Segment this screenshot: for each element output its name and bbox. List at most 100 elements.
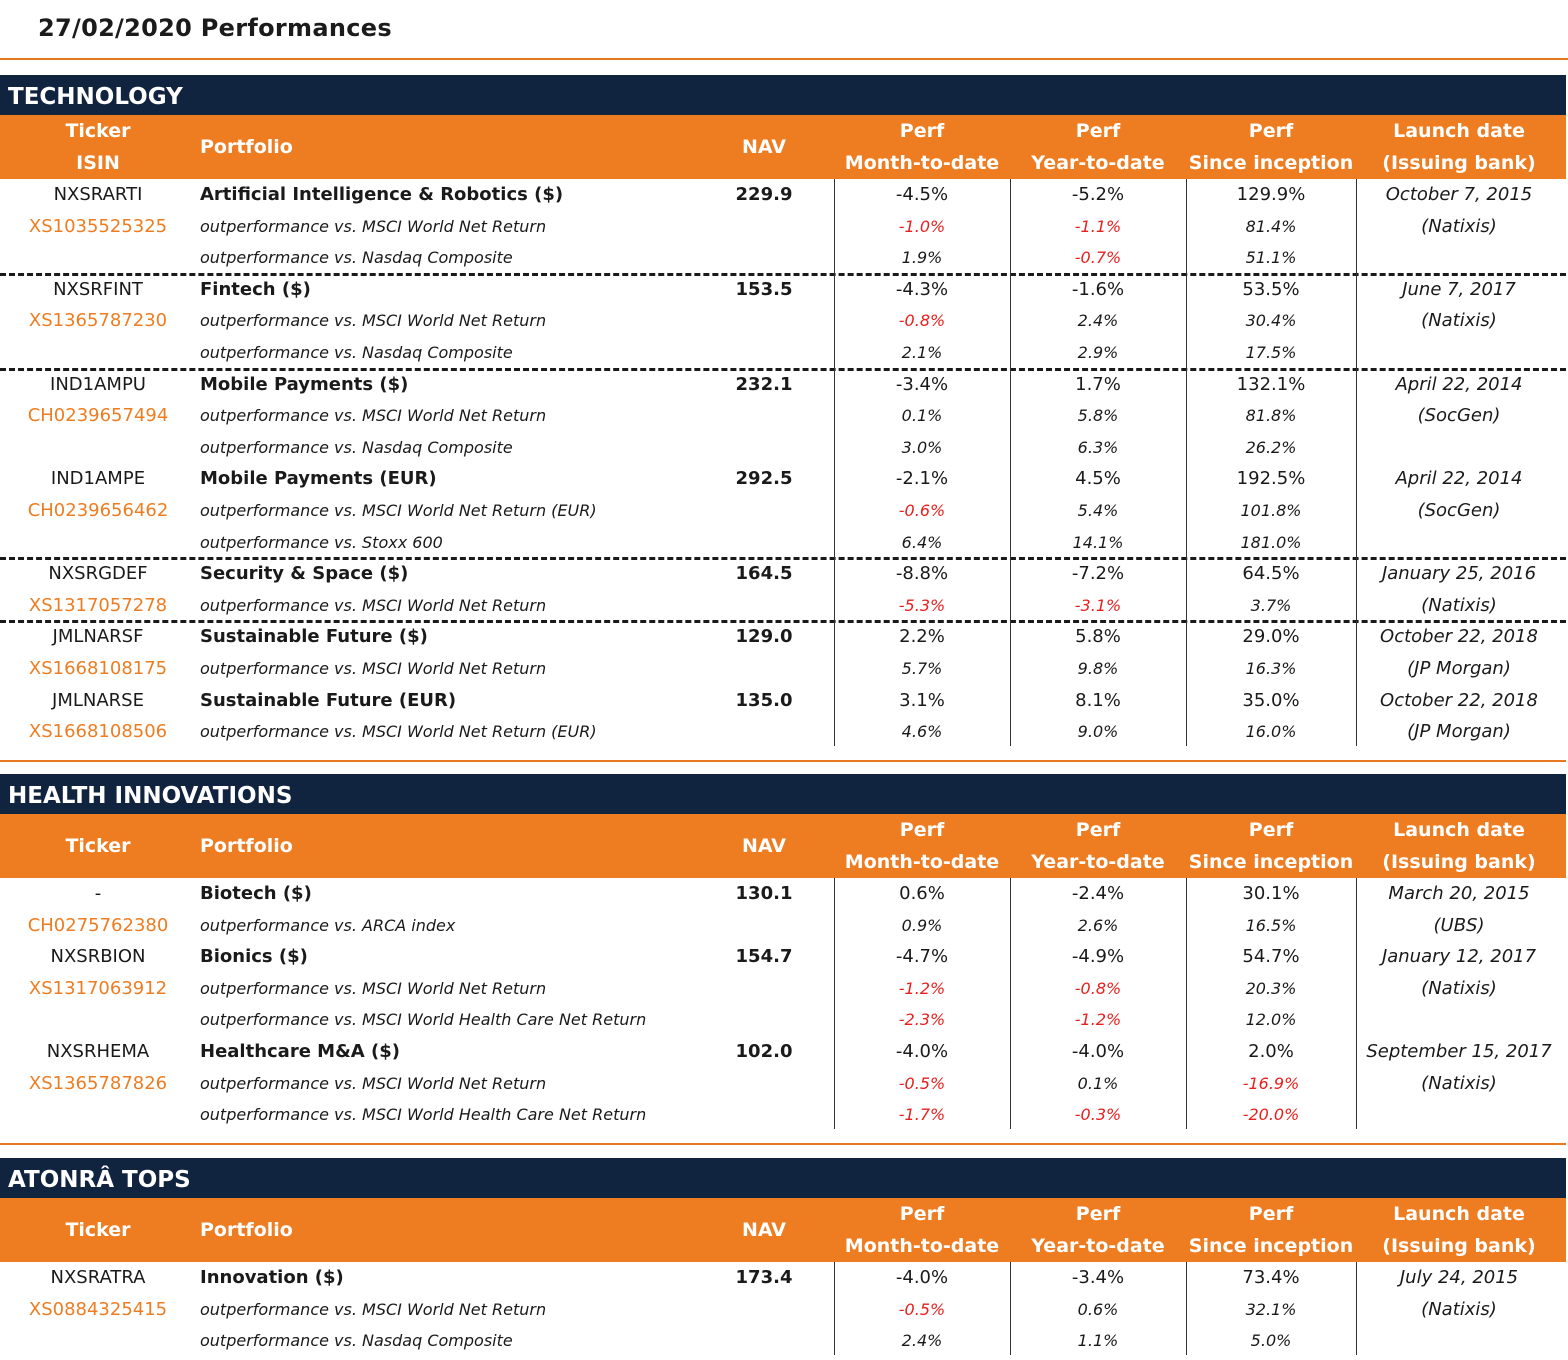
fund-row: NXSRFINT Fintech ($) 153.5 -4.3% -1.6% 53.5% J… xyxy=(0,274,1566,306)
fund-separator xyxy=(0,620,1566,624)
column-divider xyxy=(1356,179,1357,746)
benchmark-row: CH0275762380 (UBS) outperformance vs. ARCA… xyxy=(0,910,1566,942)
outperf-si: -20.0% xyxy=(1242,1105,1300,1125)
perf-mtd-header-line: Perf xyxy=(899,819,945,841)
benchmark-label: outperformance vs. ARCA index xyxy=(200,915,456,935)
isin-cell: XS1365787230 xyxy=(28,310,168,332)
fund-row: IND1AMPE Mobile Payments (EUR) 292.5 -2.1% 4… xyxy=(0,463,1566,495)
benchmark-label: outperformance vs. MSCI World Net Return xyxy=(200,659,547,678)
launch-date: April 22, 2014 xyxy=(1395,468,1523,490)
isin-cell: XS1317063912 xyxy=(28,977,168,999)
isin-cell: CH0239656462 xyxy=(27,500,169,521)
column-divider xyxy=(1356,878,1357,1129)
launch-date: March 20, 2015 xyxy=(1388,883,1530,904)
section-title: ATONRÂ TOPS xyxy=(0,1158,1566,1198)
section-technology: TECHNOLOGY Ticker ISIN Portfolio NAV Perf Mont… xyxy=(0,75,1566,762)
column-divider xyxy=(1010,1262,1011,1355)
isin-cell: CH0275762380 xyxy=(27,914,169,936)
ticker-cell: IND1AMPE xyxy=(50,468,146,490)
outperf-ytd: -3.1% xyxy=(1074,595,1122,615)
nav-value: 173.4 xyxy=(735,1267,793,1288)
perf-si: 132.1% xyxy=(1236,373,1306,395)
nav-header-line: NAV xyxy=(741,136,787,158)
perf-ytd-header-line: Year-to-date xyxy=(1031,1235,1165,1257)
perf-si: 192.5% xyxy=(1236,468,1306,490)
fund-row: NXSRHEMA Healthcare M&A ($) 102.0 -4.0% -4.0… xyxy=(0,1036,1566,1068)
column-header-row: Ticker ISIN Portfolio NAV Perf Month-to-date P… xyxy=(0,115,1566,179)
benchmark-label: outperformance vs. MSCI World Net Return xyxy=(200,595,547,615)
launch-header: Launch date (Issuing bank) xyxy=(1356,1198,1562,1262)
perf-mtd: -4.0% xyxy=(895,1267,949,1288)
perf-si: 54.7% xyxy=(1242,946,1300,968)
column-header-row: Ticker Portfolio NAV Perf Month-to-date Perf Y… xyxy=(0,814,1566,878)
outperf-mtd: -5.3% xyxy=(898,595,946,615)
outperf-mtd: 2.4% xyxy=(901,1331,943,1351)
outperf-ytd: 5.4% xyxy=(1077,501,1119,520)
benchmark-label: outperformance vs. MSCI World Net Return xyxy=(200,978,547,998)
outperf-mtd: 1.9% xyxy=(901,248,943,268)
launch-header-line: Launch date xyxy=(1393,819,1525,841)
ticker-header-line: ISIN xyxy=(76,152,120,174)
perf-si-header: Perf Since inception xyxy=(1186,814,1356,878)
issuing-bank: (JP Morgan) xyxy=(1407,658,1511,679)
perf-mtd-header: Perf Month-to-date xyxy=(834,814,1010,878)
portfolio-name: Sustainable Future ($) xyxy=(200,626,428,648)
outperf-ytd: -0.3% xyxy=(1074,1105,1122,1125)
benchmark-row: outperformance vs. MSCI World Health Car… xyxy=(0,1004,1566,1036)
perf-ytd-header-line: Perf xyxy=(1075,120,1121,142)
section-title: HEALTH INNOVATIONS xyxy=(0,774,1566,814)
fund-row: JMLNARSE Sustainable Future (EUR) 135.0 3.1… xyxy=(0,685,1566,717)
nav-value: 232.1 xyxy=(735,373,793,395)
perf-ytd: -2.4% xyxy=(1071,883,1125,904)
outperf-mtd: -0.5% xyxy=(898,1073,946,1093)
benchmark-row: outperformance vs. Nasdaq Composite 2.4% 1… xyxy=(0,1325,1566,1357)
benchmark-label: outperformance vs. Nasdaq Composite xyxy=(200,343,513,362)
ticker-cell: IND1AMPU xyxy=(50,373,146,395)
nav-header-line: NAV xyxy=(741,835,787,857)
benchmark-row: CH0239657494 (SocGen) outperformance vs. M… xyxy=(0,400,1566,432)
benchmark-row: CH0239656462 (SocGen) outperformance vs. M… xyxy=(0,495,1566,527)
column-divider xyxy=(1186,878,1187,1129)
benchmark-label: outperformance vs. Nasdaq Composite xyxy=(200,248,513,268)
issuing-bank: (SocGen) xyxy=(1417,500,1501,521)
perf-mtd-header-line: Perf xyxy=(899,1203,945,1225)
ticker-cell: NXSRHEMA xyxy=(46,1041,150,1062)
portfolio-header-line: Portfolio xyxy=(200,835,293,857)
benchmark-row: XS1317063912 (Natixis) outperformance vs. … xyxy=(0,973,1566,1005)
launch-date: July 24, 2015 xyxy=(1399,1267,1519,1288)
outperf-ytd: 5.8% xyxy=(1077,406,1119,426)
perf-mtd: -4.0% xyxy=(895,1041,949,1062)
isin-cell: XS1668108175 xyxy=(28,658,168,679)
perf-mtd: -4.3% xyxy=(895,278,949,300)
column-header-row: Ticker Portfolio NAV Perf Month-to-date Perf Y… xyxy=(0,1198,1566,1262)
benchmark-row: XS1668108506 (JP Morgan) outperformance vs… xyxy=(0,716,1566,748)
launch-date: October 22, 2018 xyxy=(1380,626,1538,648)
portfolio-header: Portfolio xyxy=(200,1198,500,1262)
issuing-bank: (Natixis) xyxy=(1421,977,1497,999)
issuing-bank: (JP Morgan) xyxy=(1407,721,1511,743)
outperf-si: 20.3% xyxy=(1245,978,1297,998)
nav-value: 135.0 xyxy=(735,689,793,711)
benchmark-label: outperformance vs. MSCI World Net Return xyxy=(200,1073,547,1093)
perf-si-header-line: Since inception xyxy=(1188,1235,1354,1257)
outperf-ytd: 9.8% xyxy=(1077,659,1119,678)
perf-si-header-line: Since inception xyxy=(1188,152,1354,174)
launch-date: June 7, 2017 xyxy=(1402,278,1516,300)
column-divider xyxy=(1010,878,1011,1129)
nav-header-line: NAV xyxy=(741,1219,787,1241)
benchmark-row: XS0884325415 (Natixis) outperformance vs. … xyxy=(0,1294,1566,1326)
benchmark-row: XS1668108175 (JP Morgan) outperformance vs… xyxy=(0,653,1566,685)
isin-cell: XS1668108506 xyxy=(28,721,168,743)
column-divider xyxy=(1186,179,1187,746)
ticker-header: Ticker ISIN xyxy=(0,115,196,179)
benchmark-row: outperformance vs. Nasdaq Composite 3.0% 6… xyxy=(0,432,1566,464)
outperf-mtd: 0.1% xyxy=(901,406,943,426)
column-divider xyxy=(834,1262,835,1355)
benchmark-label: outperformance vs. Stoxx 600 xyxy=(200,532,443,552)
portfolio-header-line: Portfolio xyxy=(200,136,293,158)
launch-header-line: (Issuing bank) xyxy=(1382,1235,1536,1257)
perf-ytd: -1.6% xyxy=(1071,278,1125,300)
ticker-cell: - xyxy=(94,883,102,904)
perf-si: 73.4% xyxy=(1242,1267,1300,1288)
column-divider xyxy=(1186,1262,1187,1355)
